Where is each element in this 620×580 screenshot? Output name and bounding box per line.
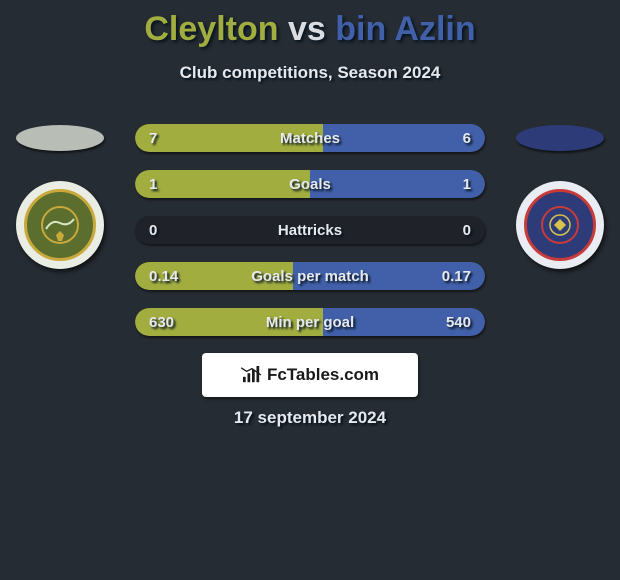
club2-crest-icon (540, 205, 580, 245)
stat-bar-row: 630Min per goal540 (135, 308, 485, 336)
stat-value-right: 0 (463, 216, 471, 244)
stat-bar-row: 0.14Goals per match0.17 (135, 262, 485, 290)
player1-ellipse (16, 125, 104, 151)
brand-text: FcTables.com (267, 365, 379, 385)
stat-value-right: 540 (446, 308, 471, 336)
stat-label: Matches (135, 124, 485, 152)
player2-club-badge (516, 181, 604, 269)
stat-bars: 7Matches6 1Goals1 0Hattricks0 0.14Goals per… (135, 124, 485, 336)
title-vs: vs (288, 10, 326, 48)
stat-value-right: 1 (463, 170, 471, 198)
player2-ellipse (516, 125, 604, 151)
title-player1: Cleylton (144, 10, 278, 48)
player1-club-inner (24, 189, 96, 261)
stat-value-right: 0.17 (442, 262, 471, 290)
stat-label: Min per goal (135, 308, 485, 336)
stat-label: Goals (135, 170, 485, 198)
bar-chart-icon (241, 366, 263, 384)
subtitle: Club competitions, Season 2024 (0, 63, 620, 83)
stat-bar-row: 1Goals1 (135, 170, 485, 198)
stat-bar-row: 0Hattricks0 (135, 216, 485, 244)
stat-bar-row: 7Matches6 (135, 124, 485, 152)
club1-crest-icon (40, 205, 80, 245)
date-label: 17 september 2024 (0, 408, 620, 428)
player2-club-inner (524, 189, 596, 261)
brand-badge: FcTables.com (202, 353, 418, 397)
stat-label: Hattricks (135, 216, 485, 244)
player1-badges (10, 125, 110, 269)
comparison-title: Cleylton vs bin Azlin (0, 0, 620, 49)
stat-value-right: 6 (463, 124, 471, 152)
title-player2: bin Azlin (335, 10, 475, 48)
player2-badges (510, 125, 610, 269)
stat-label: Goals per match (135, 262, 485, 290)
player1-club-badge (16, 181, 104, 269)
